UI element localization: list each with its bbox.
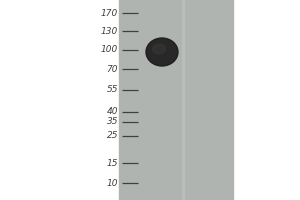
Text: 15: 15 — [106, 158, 118, 168]
Text: 100: 100 — [101, 46, 118, 54]
Text: 35: 35 — [106, 117, 118, 127]
Text: 130: 130 — [101, 26, 118, 36]
Bar — [182, 0, 184, 200]
Text: 55: 55 — [106, 86, 118, 95]
Text: 40: 40 — [106, 108, 118, 116]
Ellipse shape — [146, 38, 178, 66]
Text: 10: 10 — [106, 178, 118, 188]
Bar — [118, 0, 232, 200]
Text: 170: 170 — [101, 8, 118, 18]
Text: 70: 70 — [106, 64, 118, 73]
Ellipse shape — [153, 44, 165, 54]
Text: 25: 25 — [106, 132, 118, 140]
